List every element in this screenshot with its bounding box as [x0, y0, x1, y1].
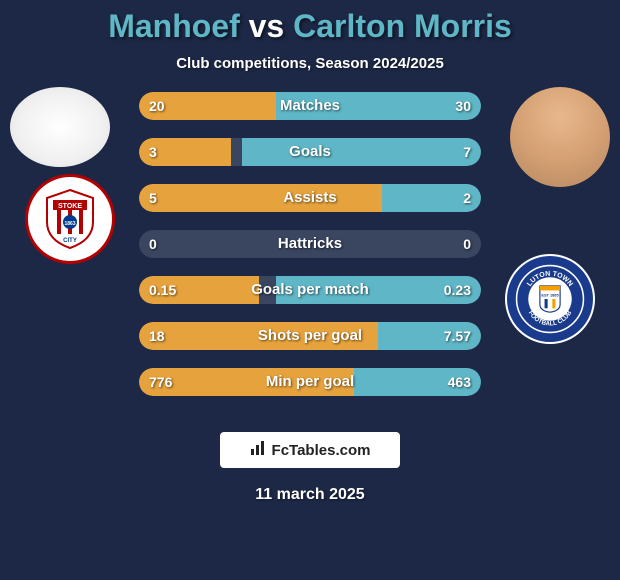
vs-separator: vs — [249, 8, 285, 44]
stat-row: 00Hattricks — [139, 230, 481, 258]
stoke-crest-svg: STOKE CITY 1863 — [35, 184, 105, 254]
comparison-date: 11 march 2025 — [0, 486, 620, 504]
stat-row: 52Assists — [139, 184, 481, 212]
player2-photo — [510, 87, 610, 187]
stat-row: 776463Min per goal — [139, 368, 481, 396]
club2-crest: LUTON TOWN FOOTBALL CLUB EST 1885 — [505, 254, 595, 344]
player1-name: Manhoef — [108, 8, 240, 44]
club1-crest: STOKE CITY 1863 — [25, 174, 115, 264]
stats-table: 2030Matches 37Goals 52Assists 00Hattricks 0.… — [139, 92, 481, 414]
player1-photo — [10, 87, 110, 167]
svg-text:STOKE: STOKE — [58, 203, 82, 210]
crest2-year: EST 1885 — [541, 293, 559, 298]
stat-row: 187.57Shots per goal — [139, 322, 481, 350]
crest1-year: 1863 — [64, 221, 75, 227]
comparison-title: Manhoef vs Carlton Morris — [0, 0, 620, 45]
stat-row: 0.150.23Goals per match — [139, 276, 481, 304]
stat-label: Min per goal — [139, 368, 481, 396]
stat-label: Assists — [139, 184, 481, 212]
stat-label: Goals per match — [139, 276, 481, 304]
chart-icon — [250, 440, 266, 460]
attribution-text: FcTables.com — [272, 442, 371, 459]
player2-name: Carlton Morris — [293, 8, 512, 44]
luton-crest-svg: LUTON TOWN FOOTBALL CLUB EST 1885 — [515, 264, 585, 334]
stat-label: Hattricks — [139, 230, 481, 258]
content-area: STOKE CITY 1863 LUTON TOWN FOOTBALL CLUB… — [0, 92, 620, 422]
subtitle: Club competitions, Season 2024/2025 — [0, 55, 620, 72]
stat-row: 2030Matches — [139, 92, 481, 120]
stat-label: Goals — [139, 138, 481, 166]
svg-text:CITY: CITY — [63, 238, 77, 244]
stat-label: Shots per goal — [139, 322, 481, 350]
stat-row: 37Goals — [139, 138, 481, 166]
stat-label: Matches — [139, 92, 481, 120]
attribution-badge: FcTables.com — [220, 432, 400, 468]
